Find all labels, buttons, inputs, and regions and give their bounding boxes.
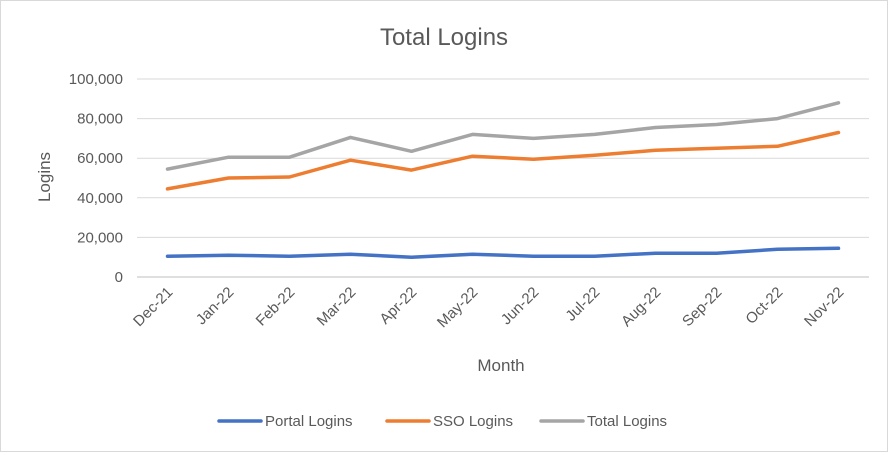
x-tick-label: May-22 [434,284,481,331]
x-tick-label: Jun-22 [498,284,542,328]
legend-label: SSO Logins [433,413,513,430]
x-tick-label: Mar-22 [314,284,360,330]
x-tick-label: Dec-21 [130,284,176,330]
legend: Portal Logins SSO Logins Total Logins [217,413,667,430]
legend-label: Total Logins [587,413,667,430]
y-tick-label: 0 [115,269,123,286]
x-tick-label: Feb-22 [253,284,299,330]
y-axis-ticks: 0 20,000 40,000 60,000 80,000 100,000 [69,71,123,286]
y-tick-label: 60,000 [77,150,123,167]
series-line-sso-logins [165,130,841,191]
series-lines [165,101,841,259]
x-tick-label: Oct-22 [742,284,786,328]
chart-title: Total Logins [380,24,508,51]
x-tick-label: Apr-22 [376,284,420,328]
x-axis-title: Month [477,356,524,375]
series-line-portal-logins [165,246,841,259]
legend-label: Portal Logins [265,413,353,430]
x-tick-label: Jul-22 [562,284,603,325]
y-tick-label: 20,000 [77,229,123,246]
x-tick-label: Nov-22 [801,284,847,330]
x-tick-label: Aug-22 [618,284,664,330]
y-tick-label: 100,000 [69,71,123,88]
y-tick-label: 40,000 [77,190,123,207]
x-tick-label: Sep-22 [679,284,725,330]
series-line-total-logins [165,101,841,171]
x-axis-ticks: Dec-21 Jan-22 Feb-22 Mar-22 Apr-22 May-22 Jun-… [130,284,847,331]
y-axis-title: Logins [35,152,54,202]
x-tick-label: Jan-22 [193,284,237,328]
y-tick-label: 80,000 [77,111,123,128]
